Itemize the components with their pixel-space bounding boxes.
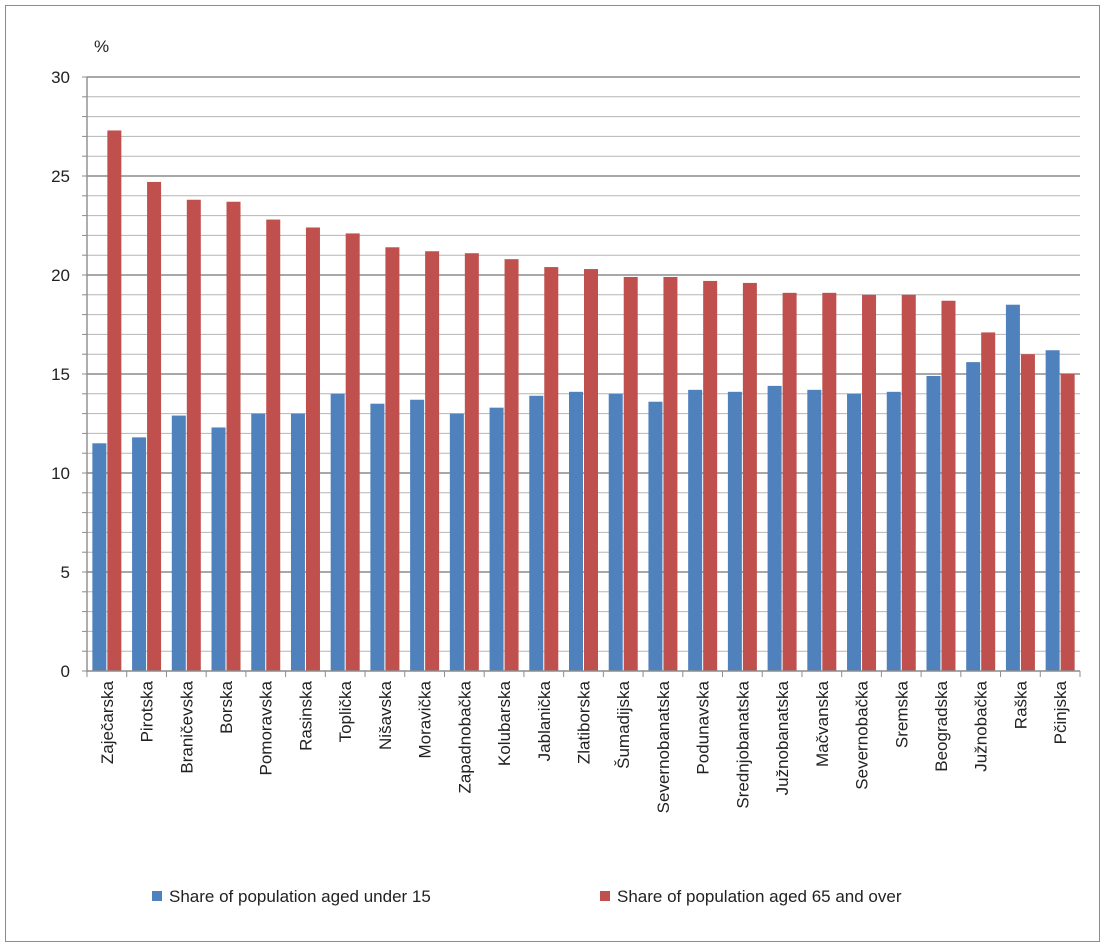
bar-under-15 xyxy=(330,393,345,671)
bar-65-and-over xyxy=(345,233,360,672)
bar-65-and-over xyxy=(862,294,877,671)
x-tick-label: Pirotska xyxy=(138,680,157,742)
x-tick-label: Rasinska xyxy=(296,680,315,750)
y-tick-label: 10 xyxy=(51,464,70,483)
y-tick-label: 30 xyxy=(51,68,70,87)
bar-65-and-over xyxy=(305,227,320,672)
bar-under-15 xyxy=(410,399,425,671)
bar-under-15 xyxy=(926,375,941,671)
x-tick-label: Beogradska xyxy=(932,680,951,771)
x-tick-label: Pomoravska xyxy=(257,680,276,775)
x-tick-label: Južnobanatska xyxy=(773,680,792,795)
bar-under-15 xyxy=(489,407,504,671)
legend-label-under-15: Share of population aged under 15 xyxy=(169,887,431,906)
legend-label-65-and-over: Share of population aged 65 and over xyxy=(617,887,902,906)
x-tick-label: Sremska xyxy=(892,680,911,748)
x-tick-label: Srednjobanatska xyxy=(733,680,752,808)
bar-under-15 xyxy=(251,413,266,671)
x-tick-label: Borska xyxy=(217,680,236,733)
bar-65-and-over xyxy=(1020,354,1035,671)
bar-under-15 xyxy=(370,403,385,671)
bar-under-15 xyxy=(92,443,107,671)
bar-under-15 xyxy=(569,391,583,671)
bar-65-and-over xyxy=(981,332,996,671)
bar-under-15 xyxy=(688,389,703,671)
y-tick-label: 25 xyxy=(51,167,70,186)
x-tick-label: Mačvanska xyxy=(813,680,832,767)
x-tick-label: Zapadnobačka xyxy=(455,680,474,793)
bar-under-15 xyxy=(807,389,822,671)
axes xyxy=(82,76,1081,677)
bar-65-and-over xyxy=(107,130,122,671)
y-tick-label: 5 xyxy=(61,563,70,582)
bars xyxy=(92,130,1075,672)
x-tick-label: Jablanička xyxy=(535,680,554,761)
x-tick-label: Moravička xyxy=(416,680,435,758)
bar-under-15 xyxy=(886,391,901,671)
bar-under-15 xyxy=(648,401,663,671)
legend-swatch-under-15 xyxy=(152,891,162,901)
bar-65-and-over xyxy=(464,253,479,671)
bar-under-15 xyxy=(1005,304,1020,671)
bar-under-15 xyxy=(608,393,623,671)
bar-65-and-over xyxy=(385,247,400,671)
x-tick-label: Zaječarska xyxy=(98,680,117,764)
bar-65-and-over xyxy=(623,276,638,671)
bar-under-15 xyxy=(767,385,782,671)
bar-65-and-over xyxy=(584,269,598,671)
x-tick-label: Kolubarska xyxy=(495,680,514,766)
labels: 0 5 10 15 20 25 30% Zaječarska Pirotska Braničevs… xyxy=(51,37,1070,813)
legend: Share of population aged under 15 Share o… xyxy=(152,887,902,906)
x-tick-label: Podunavska xyxy=(694,680,713,774)
bar-65-and-over xyxy=(941,300,956,671)
x-tick-label: Toplička xyxy=(336,680,355,742)
legend-swatch-65-and-over xyxy=(600,891,610,901)
bar-under-15 xyxy=(529,395,544,671)
bar-under-15 xyxy=(727,391,742,671)
bar-65-and-over xyxy=(782,292,797,671)
bar-65-and-over xyxy=(544,267,559,671)
bar-65-and-over xyxy=(901,294,916,671)
y-axis-label: % xyxy=(94,37,109,56)
bar-65-and-over xyxy=(504,259,519,671)
bar-under-15 xyxy=(966,362,981,671)
y-tick-label: 20 xyxy=(51,266,70,285)
bar-65-and-over xyxy=(147,181,162,671)
x-tick-label: Pčinjska xyxy=(1051,680,1070,744)
x-tick-label: Nišavska xyxy=(376,680,395,750)
bar-under-15 xyxy=(449,413,464,671)
bar-under-15 xyxy=(211,427,226,671)
bar-under-15 xyxy=(1045,350,1060,671)
x-tick-label: Šumadijska xyxy=(614,680,633,768)
x-tick-label: Raška xyxy=(1011,680,1030,729)
bar-65-and-over xyxy=(742,282,757,671)
bar-65-and-over xyxy=(663,276,678,671)
bar-under-15 xyxy=(171,415,186,671)
bar-under-15 xyxy=(290,413,305,671)
y-tick-label: 0 xyxy=(61,662,70,681)
bar-under-15 xyxy=(132,437,147,671)
y-tick-label: 15 xyxy=(51,365,70,384)
bar-65-and-over xyxy=(822,292,837,671)
bar-65-and-over xyxy=(186,199,201,671)
bar-65-and-over xyxy=(425,251,440,672)
x-tick-label: Južnobačka xyxy=(972,680,991,771)
bar-under-15 xyxy=(847,393,862,671)
bar-65-and-over xyxy=(266,219,281,671)
bar-65-and-over xyxy=(1060,374,1075,671)
x-tick-label: Severnobačka xyxy=(853,680,872,789)
bar-65-and-over xyxy=(226,201,241,672)
x-tick-label: Zlatiborska xyxy=(575,680,594,764)
bar-65-and-over xyxy=(703,280,718,671)
x-tick-label: Braničevska xyxy=(177,680,196,773)
x-tick-label: Severnobanatska xyxy=(654,680,673,813)
